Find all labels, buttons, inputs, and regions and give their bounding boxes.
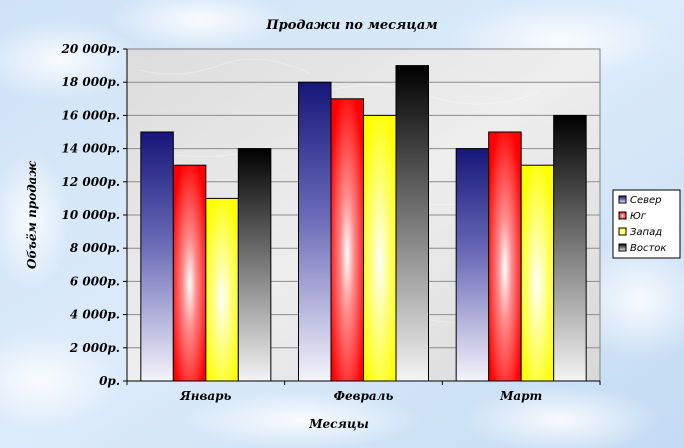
y-tick-label: 4 000р. xyxy=(70,308,120,322)
y-tick-label: 12 000р. xyxy=(62,175,121,189)
y-axis-label: Объём продаж xyxy=(25,161,39,269)
bar xyxy=(363,114,397,382)
y-tick-label: 0р. xyxy=(99,374,120,388)
y-tick-label: 2 000р. xyxy=(69,341,120,355)
y-tick-label: 14 000р. xyxy=(62,142,121,156)
y-axis-ticks: 0р. 2 000р. 4 000р. 6 000р. 8 000р. 10 000р. 1… xyxy=(61,42,127,388)
bar xyxy=(395,65,429,382)
x-tick-label: Февраль xyxy=(334,389,394,403)
x-tick-label: Март xyxy=(499,389,542,403)
legend-swatch xyxy=(618,211,627,220)
bar xyxy=(553,114,587,382)
legend-label: Восток xyxy=(630,243,666,254)
y-tick-label: 16 000р. xyxy=(62,108,121,122)
bar xyxy=(488,131,522,382)
bar xyxy=(205,197,239,382)
y-tick-label: 18 000р. xyxy=(62,75,121,89)
legend: Север Юг Запад Восток xyxy=(612,189,681,259)
legend-swatch xyxy=(618,243,627,252)
legend-label: Север xyxy=(630,195,662,206)
y-tick-label: 10 000р. xyxy=(62,208,121,222)
y-tick-label: 6 000р. xyxy=(70,274,120,288)
chart-title: Продажи по месяцам xyxy=(265,18,437,33)
bar xyxy=(172,164,207,382)
legend-label: Юг xyxy=(630,211,647,222)
bar xyxy=(330,98,364,382)
bar xyxy=(520,164,555,382)
legend-label: Запад xyxy=(630,227,662,238)
legend-swatch xyxy=(618,195,627,204)
bar xyxy=(237,148,272,382)
x-axis-categories: Январь Февраль Март xyxy=(126,381,601,403)
legend-items: Север Юг Запад Восток xyxy=(618,195,666,254)
bar xyxy=(455,148,490,382)
x-axis-label: Месяцы xyxy=(308,417,369,431)
legend-swatch xyxy=(618,227,627,236)
y-tick-label: 8 000р. xyxy=(70,241,120,255)
bars xyxy=(126,49,600,382)
y-tick-label: 20 000р. xyxy=(61,42,121,56)
x-tick-label: Январь xyxy=(179,389,231,403)
bar xyxy=(140,131,174,382)
bar xyxy=(298,81,332,382)
